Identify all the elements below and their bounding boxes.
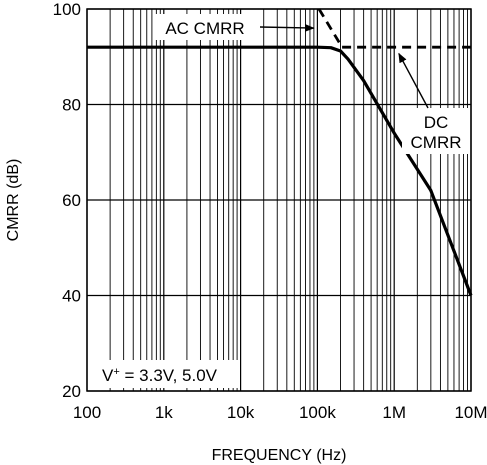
y-tick-label: 20 bbox=[62, 382, 81, 401]
x-tick-label: 10M bbox=[454, 403, 487, 422]
y-tick-label: 60 bbox=[62, 191, 81, 210]
x-tick-label: 1k bbox=[155, 403, 173, 422]
x-tick-label: 100k bbox=[299, 403, 336, 422]
y-axis-label: CMRR (dB) bbox=[5, 159, 22, 242]
dc-cmrr-label-line: CMRR bbox=[411, 133, 462, 152]
x-tick-label: 100 bbox=[73, 403, 101, 422]
series-line-ac-cmrr bbox=[317, 8, 344, 48]
ac-label-backdrop bbox=[154, 14, 256, 40]
series-line-cmrr bbox=[87, 45, 473, 297]
x-tick-labels: 100 1k 10k 100k 1M 10M bbox=[73, 403, 487, 422]
major-grid bbox=[86, 8, 472, 392]
dc-cmrr-label-line: DC bbox=[424, 113, 449, 132]
ac-cmrr-label: AC CMRR bbox=[165, 19, 244, 38]
x-axis-label: FREQUENCY (Hz) bbox=[212, 447, 347, 464]
y-tick-label: 40 bbox=[62, 287, 81, 306]
dc-label-backdrop bbox=[402, 108, 470, 154]
supply-voltage-label: V+ = 3.3V, 5.0V bbox=[102, 366, 218, 385]
y-tick-label: 80 bbox=[62, 96, 81, 115]
dc-cmrr-arrow bbox=[398, 52, 429, 109]
x-tick-label: 10k bbox=[227, 403, 255, 422]
y-tick-label: 100 bbox=[53, 0, 81, 19]
y-tick-labels: 20 40 60 80 100 bbox=[53, 0, 81, 401]
plot-frame bbox=[86, 8, 472, 392]
ac-cmrr-arrow bbox=[259, 24, 315, 32]
condition-label-backdrop bbox=[96, 360, 240, 388]
x-tick-label: 1M bbox=[382, 403, 406, 422]
